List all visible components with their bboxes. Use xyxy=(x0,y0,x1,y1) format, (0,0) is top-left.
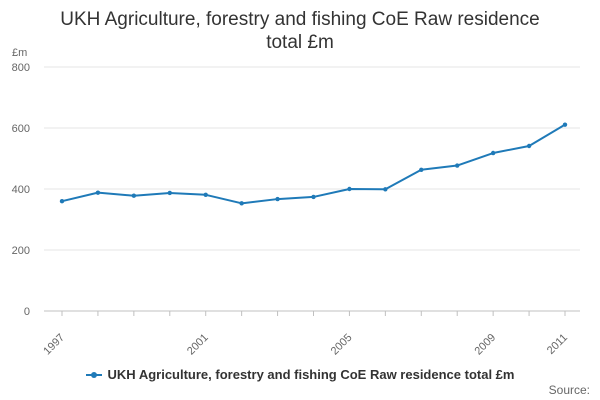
x-tick-label: 2005 xyxy=(329,332,355,358)
data-point[interactable] xyxy=(347,186,352,192)
x-tick-label: 2001 xyxy=(185,332,211,358)
data-point[interactable] xyxy=(59,199,65,204)
x-tick-label: 1997 xyxy=(41,332,67,358)
data-point[interactable] xyxy=(562,122,568,127)
y-tick-label: 600 xyxy=(12,123,30,135)
legend-marker-icon xyxy=(85,371,102,378)
data-point[interactable] xyxy=(275,196,280,202)
chart-title-line-2: total £m xyxy=(266,32,334,53)
data-point[interactable] xyxy=(203,192,208,197)
series-line xyxy=(61,123,566,205)
y-tick-label: 200 xyxy=(12,245,30,257)
series-group xyxy=(59,122,568,206)
data-point[interactable] xyxy=(419,167,424,172)
grid-lines xyxy=(44,66,580,312)
data-point[interactable] xyxy=(455,163,460,168)
data-point[interactable] xyxy=(95,190,101,195)
data-point[interactable] xyxy=(311,194,316,200)
legend-label: UKH Agriculture, forestry and fishing Co… xyxy=(107,367,515,382)
data-point[interactable] xyxy=(490,150,496,156)
data-point[interactable] xyxy=(131,193,137,198)
x-tick-labels: 1997 2001 2005 2009 2011 xyxy=(41,311,570,357)
data-point[interactable] xyxy=(239,201,244,206)
chart-title: UKH Agriculture, forestry and fishing Co… xyxy=(0,8,600,54)
data-point[interactable] xyxy=(383,187,388,192)
x-tick-label: 2009 xyxy=(472,332,498,358)
data-point[interactable] xyxy=(526,143,532,149)
chart-title-line-1: UKH Agriculture, forestry and fishing Co… xyxy=(60,9,540,30)
x-tick-label: 2011 xyxy=(545,332,570,357)
y-tick-label: 400 xyxy=(12,184,30,196)
y-axis-label: £m xyxy=(12,47,27,59)
y-tick-label: 800 xyxy=(12,62,30,74)
legend[interactable]: UKH Agriculture, forestry and fishing Co… xyxy=(0,367,600,382)
y-tick-label: 0 xyxy=(24,306,30,318)
source-label: Source: xyxy=(548,383,590,397)
data-point[interactable] xyxy=(167,190,172,196)
y-tick-labels: 0 200 400 600 800 xyxy=(12,62,30,318)
